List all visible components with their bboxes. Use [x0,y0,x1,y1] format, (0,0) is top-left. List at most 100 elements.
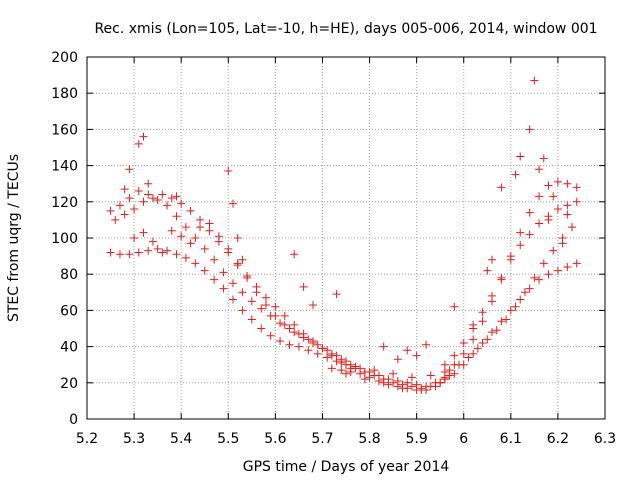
data-point [200,266,209,275]
data-point [172,212,181,221]
data-point [318,344,327,353]
data-point [563,201,572,210]
data-point [196,215,205,224]
data-point [313,340,322,349]
data-point [511,170,520,179]
x-axis-label: GPS time / Days of year 2014 [243,459,450,475]
data-point [459,338,468,347]
y-tick-label: 60 [60,303,78,319]
data-point [276,337,285,346]
data-point [370,366,379,375]
data-point [224,244,233,253]
x-tick-labels: 5.2 5.3 5.4 5.5 5.6 5.7 5.8 5.9 6 6.1 6.2 6.3 [76,431,616,447]
data-point [125,165,134,174]
y-axis-label: STEC from uqrg / TECUs [6,154,22,322]
data-point [426,371,435,380]
data-point [422,340,431,349]
data-point [130,205,139,214]
data-point [323,346,332,355]
data-point [294,342,303,351]
data-point [497,275,506,284]
data-point [228,279,237,288]
data-point [374,376,383,385]
data-point [563,179,572,188]
data-point [153,195,162,204]
data-point [153,244,162,253]
data-point [440,367,449,376]
data-point [478,308,487,317]
data-point [356,369,365,378]
data-point [539,154,548,163]
data-point [224,167,233,176]
data-point [389,378,398,387]
data-point [379,378,388,387]
data-point [172,250,181,259]
data-point [337,355,346,364]
data-point [525,125,534,134]
data-point [181,223,190,232]
data-point [238,306,247,315]
data-point [417,386,426,395]
data-point [186,239,195,248]
data-point [196,223,205,232]
axis-ticks [86,56,606,420]
data-point [276,319,285,328]
data-point [572,183,581,192]
data-point [544,215,553,224]
data-point [304,346,313,355]
data-point [186,206,195,215]
data-point [106,206,115,215]
y-tick-labels: 0 20 40 60 80 100 120 140 160 180 200 [51,50,78,428]
chart-title: Rec. xmis (Lon=105, Lat=-10, h=HE), days… [94,21,597,37]
data-point [210,255,219,264]
data-point [290,320,299,329]
data-point [238,288,247,297]
x-tick-label: 5.2 [76,431,98,447]
data-point [511,302,520,311]
data-point [539,259,548,268]
data-point [111,215,120,224]
data-point [483,266,492,275]
data-point [436,378,445,387]
data-point [459,349,468,358]
data-point [243,273,252,282]
data-point [210,275,219,284]
data-point [115,201,124,210]
data-point [502,315,511,324]
data-point [309,300,318,309]
data-point [549,192,558,201]
data-point [469,335,478,344]
data-point [393,355,402,364]
data-point [177,199,186,208]
data-point [530,273,539,282]
x-tick-label: 6 [459,431,468,447]
data-point [163,201,172,210]
data-point [181,253,190,262]
data-point [139,132,148,141]
data-point [412,351,421,360]
data-point [299,333,308,342]
data-point [389,369,398,378]
data-point [280,320,289,329]
data-point [304,335,313,344]
x-tick-label: 5.5 [217,431,239,447]
data-point [492,326,501,335]
data-point [393,382,402,391]
data-point [525,230,534,239]
data-point [506,306,515,315]
data-point [478,317,487,326]
data-point [535,275,544,284]
x-tick-label: 6.2 [547,431,569,447]
data-point [238,255,247,264]
data-point [568,223,577,232]
data-point [342,369,350,378]
data-point [252,288,261,297]
data-point [205,226,214,235]
data-point [332,290,341,299]
data-point [407,382,416,391]
x-tick-label: 5.4 [170,431,192,447]
data-point [219,268,228,277]
data-point [167,226,176,235]
data-point [431,382,440,391]
